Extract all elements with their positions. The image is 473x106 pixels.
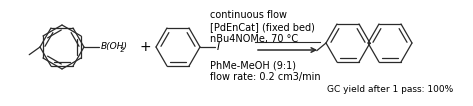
Text: continuous flow: continuous flow [210,10,287,20]
Text: GC yield after 1 pass: 100%: GC yield after 1 pass: 100% [327,85,453,94]
Text: I: I [217,42,219,52]
Text: flow rate: 0.2 cm3/min: flow rate: 0.2 cm3/min [210,72,321,82]
Text: +: + [139,40,151,54]
Text: [PdEnCat] (fixed bed): [PdEnCat] (fixed bed) [210,22,315,32]
Text: nBu4NOMe, 70 °C: nBu4NOMe, 70 °C [210,34,298,44]
Text: PhMe-MeOH (9:1): PhMe-MeOH (9:1) [210,60,296,70]
Text: B(OH): B(OH) [100,43,127,52]
Text: 2: 2 [119,47,124,53]
